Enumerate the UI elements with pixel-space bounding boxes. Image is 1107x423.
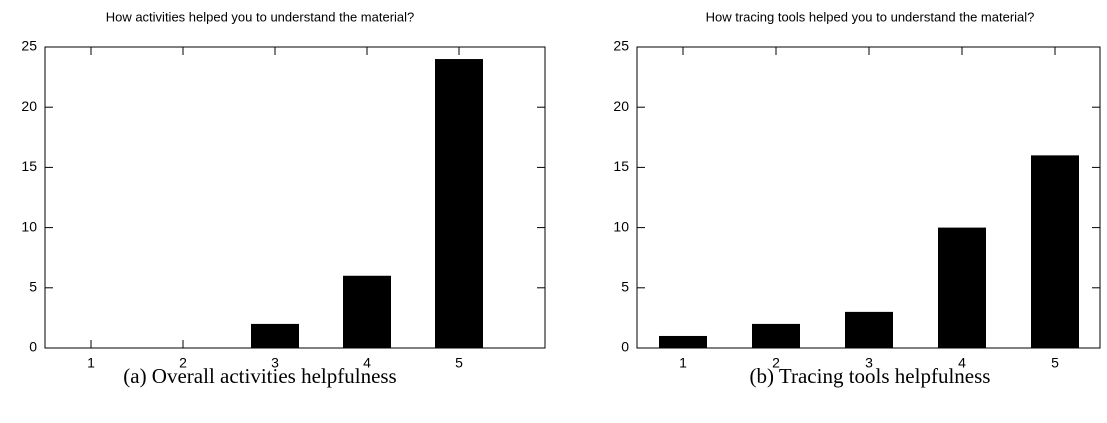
y-tick-label: 5 (621, 279, 629, 295)
y-tick-label: 15 (613, 158, 629, 174)
x-tick-label: 1 (87, 355, 95, 371)
y-tick-label: 20 (21, 98, 37, 114)
y-tick-label: 15 (21, 158, 37, 174)
x-tick-label: 2 (179, 355, 187, 371)
y-tick-label: 25 (21, 38, 37, 54)
y-tick-label: 20 (613, 98, 629, 114)
y-tick-label: 25 (613, 38, 629, 54)
caption: (a) Overall activities helpfulness (123, 364, 396, 388)
y-tick-label: 5 (29, 279, 37, 295)
bar (343, 275, 391, 348)
y-tick-label: 10 (613, 218, 629, 234)
bar (1031, 155, 1079, 348)
bar (251, 323, 299, 348)
x-tick-label: 5 (1051, 355, 1059, 371)
bar (938, 227, 986, 348)
plot-frame (636, 46, 1101, 349)
y-tick-label: 0 (621, 339, 629, 355)
x-tick-label: 5 (455, 355, 463, 371)
y-tick-label: 0 (29, 339, 37, 355)
caption: (b) Tracing tools helpfulness (750, 364, 991, 388)
bar (752, 323, 800, 348)
x-tick-label: 3 (271, 355, 279, 371)
x-tick-label: 1 (679, 355, 687, 371)
bar (659, 335, 707, 348)
y-tick-label: 10 (21, 218, 37, 234)
chart-title: How tracing tools helped you to understa… (706, 9, 1035, 24)
x-tick-label: 3 (865, 355, 873, 371)
x-tick-label: 2 (772, 355, 780, 371)
x-tick-label: 4 (363, 355, 371, 371)
chart-title: How activities helped you to understand … (106, 9, 415, 24)
x-tick-label: 4 (958, 355, 966, 371)
plot-frame (44, 46, 546, 349)
bar (435, 59, 483, 348)
bar (845, 311, 893, 348)
